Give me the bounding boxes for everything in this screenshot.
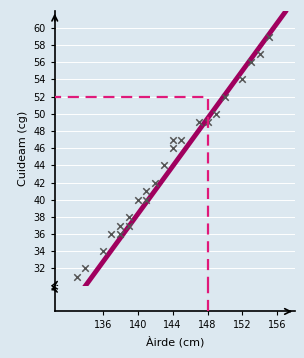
Y-axis label: Cuideam (cg): Cuideam (cg) xyxy=(18,111,28,186)
Point xyxy=(135,197,140,203)
Point xyxy=(74,274,79,280)
Point xyxy=(118,223,123,228)
Point xyxy=(83,266,88,271)
Point xyxy=(153,180,157,185)
Point xyxy=(257,51,262,57)
Point xyxy=(126,214,131,220)
Point xyxy=(170,137,175,142)
Point xyxy=(109,231,114,237)
Point xyxy=(126,223,131,228)
Point xyxy=(240,77,245,82)
Point xyxy=(144,197,149,203)
Point xyxy=(170,145,175,151)
Point xyxy=(161,163,166,168)
Point xyxy=(179,137,184,142)
Point xyxy=(205,120,210,125)
Point xyxy=(249,59,254,65)
Point xyxy=(118,231,123,237)
Point xyxy=(144,188,149,194)
Point xyxy=(196,120,201,125)
Point xyxy=(223,94,227,100)
Point xyxy=(100,248,105,254)
Point xyxy=(214,111,219,117)
X-axis label: Àirde (cm): Àirde (cm) xyxy=(146,336,204,348)
Point xyxy=(266,34,271,39)
